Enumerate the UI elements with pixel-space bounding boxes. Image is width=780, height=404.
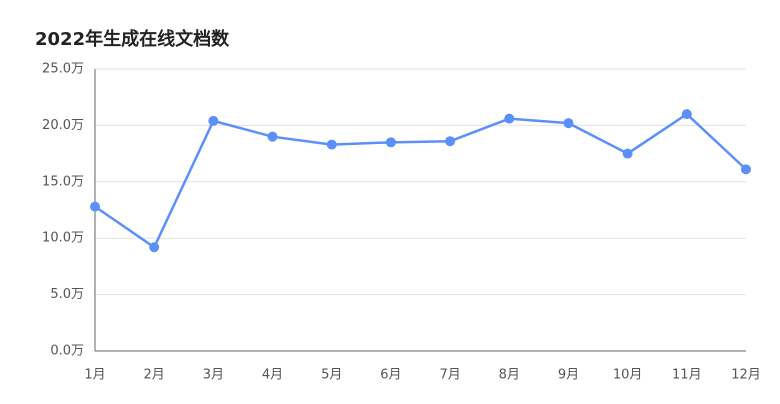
x-tick-label: 11月 (672, 368, 702, 383)
point (385, 137, 396, 148)
x-tick-label: 3月 (203, 368, 224, 383)
point (326, 139, 337, 150)
x-tick-label: 10月 (613, 368, 643, 383)
point (445, 136, 456, 147)
point (741, 164, 751, 175)
point (681, 109, 692, 120)
x-tick-label: 2月 (144, 368, 165, 383)
x-tick-label: 12月 (731, 368, 761, 383)
point (622, 148, 633, 159)
x-tick-label: 4月 (262, 368, 283, 383)
point (90, 201, 100, 212)
y-tick-label: 15.0万 (42, 174, 84, 189)
chart-title: 2022年生成在线文档数 (35, 28, 230, 50)
y-tick-label: 20.0万 (42, 118, 84, 133)
point (208, 115, 219, 126)
x-tick-label: 8月 (499, 368, 520, 383)
point (149, 242, 160, 253)
line (94, 112, 747, 250)
point (267, 131, 278, 142)
y-tick-label: 5.0万 (50, 287, 84, 302)
point (563, 118, 574, 129)
y-tick-label: 25.0万 (42, 62, 84, 77)
x-tick-label: 7月 (439, 368, 460, 383)
point (504, 113, 515, 124)
y-tick-label: 0.0万 (50, 344, 84, 359)
x-tick-label: 6月 (380, 368, 401, 383)
x-tick-label: 5月 (321, 368, 342, 383)
x-tick-label: 9月 (558, 368, 579, 383)
y-tick-label: 10.0万 (42, 231, 84, 246)
x-tick-label: 1月 (84, 368, 105, 383)
